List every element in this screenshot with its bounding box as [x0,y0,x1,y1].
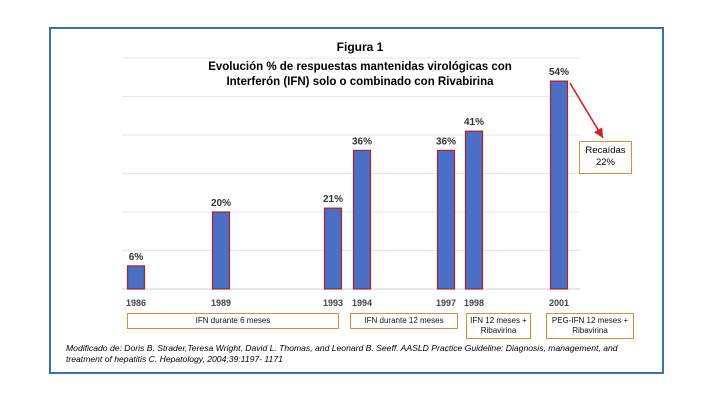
data-label-1989: 20% [211,198,231,209]
year-label-1997: 1997 [436,298,456,308]
year-label-1993: 1993 [323,298,343,308]
data-label-1994: 36% [352,136,372,147]
bar-1993 [323,207,343,290]
data-label-1986: 6% [129,252,144,263]
period-label-line: IFN durante 12 meses [364,316,444,325]
bar-2001 [549,80,569,290]
relapse-box: Recaídas 22% [579,141,632,174]
title-line-2: Interferón (IFN) solo o combinado con Ri… [226,76,494,88]
period-label: IFN 12 meses + Ribavirina [470,316,527,336]
period-label-line: PEG-IFN 12 meses + [551,316,629,325]
period-box-3: PEG-IFN 12 meses + Ribavirina [546,313,634,339]
relapse-label: Recaídas [585,145,626,156]
year-label-1994: 1994 [352,298,372,308]
period-box-1: IFN durante 12 meses [350,313,458,329]
bar-1997 [436,149,456,290]
bar-1989 [211,211,231,290]
period-box-2: IFN 12 meses + Ribavirina [466,313,531,339]
data-label-1993: 21% [323,194,343,205]
period-label: IFN durante 6 meses [196,316,271,326]
data-label-2001: 54% [549,67,569,78]
figure-label: Figura 1 [336,40,384,54]
bar-1998 [464,130,484,290]
year-label-1989: 1989 [211,298,231,308]
relapse-value: 22% [595,157,615,168]
figure-frame [49,27,664,374]
relapse-arrow [569,82,604,139]
title-line-1: Evolución % de respuestas mantenidas vir… [208,61,512,73]
period-label: IFN durante 12 meses [364,316,443,326]
year-label-2001: 2001 [549,298,569,308]
data-label-1998: 41% [464,117,484,128]
chart-title: Evolución % de respuestas mantenidas vir… [180,60,540,90]
footnote: Modificado de: Doris B. Strader,Teresa W… [66,343,618,364]
period-label: PEG-IFN 12 meses + Ribavirina [552,316,628,336]
year-label-1986: 1986 [126,298,146,308]
year-label-1998: 1998 [464,298,484,308]
bar-1994 [352,149,372,290]
data-label-1997: 36% [436,136,456,147]
bar-1986 [126,265,146,290]
period-label-line: IFN 12 meses + [470,316,527,325]
period-label-line: Ribavirina [572,326,608,335]
period-box-0: IFN durante 6 meses [127,313,339,329]
period-label-line: IFN durante 6 meses [195,316,271,325]
period-label-line: Ribavirina [480,326,517,335]
